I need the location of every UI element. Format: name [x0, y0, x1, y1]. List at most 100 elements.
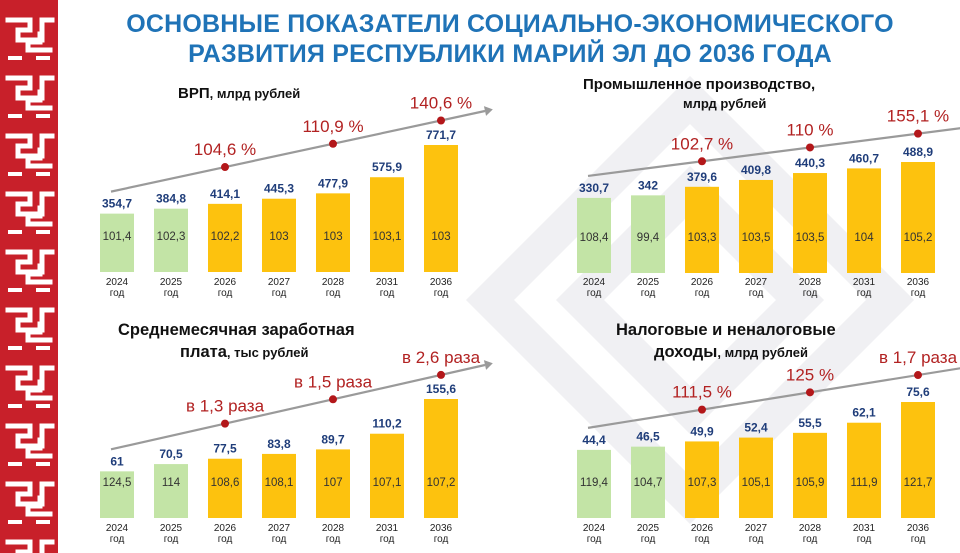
bar-index-label: 99,4 [637, 232, 660, 244]
bar-index-label: 111,9 [850, 477, 877, 489]
page-title-line-1: ОСНОВНЫЕ ПОКАЗАТЕЛИ СОЦИАЛЬНО-ЭКОНОМИЧЕС… [126, 10, 894, 38]
year-tick-label: год [164, 534, 179, 545]
growth-label: 102,7 % [671, 134, 733, 153]
bar [154, 464, 188, 518]
year-tick-label: год [164, 288, 179, 299]
bar-index-label: 103,5 [742, 232, 771, 244]
bar-value-label: 75,6 [906, 385, 930, 399]
bar-index-label: 103 [431, 231, 450, 243]
growth-arrow [587, 127, 960, 178]
bar-index-label: 119,4 [580, 477, 609, 489]
bar-index-label: 108,4 [580, 232, 609, 244]
growth-label: 110 % [787, 120, 834, 139]
growth-label: 104,6 % [194, 140, 256, 159]
year-tick-label: год [911, 534, 926, 545]
chart-3: 61124,52024год70,51142025год77,5108,6202… [100, 321, 493, 545]
year-tick-label: 2036 [430, 523, 453, 534]
bar-value-label: 575,9 [372, 160, 402, 174]
bar [577, 449, 611, 518]
chart-unit: , млрд рублей [210, 86, 301, 101]
bar-index-label: 103,3 [688, 232, 717, 244]
year-tick-label: год [749, 534, 764, 545]
bar-value-label: 379,6 [687, 170, 717, 184]
bar-index-label: 105,1 [742, 477, 771, 489]
year-tick-label: год [911, 288, 926, 299]
year-tick-label: 2027 [745, 523, 768, 534]
bar-index-label: 108,6 [211, 477, 240, 489]
chart-title: Среднемесячная заработная [118, 321, 355, 339]
year-tick-label: 2026 [691, 277, 714, 288]
growth-arrow-head [483, 360, 493, 370]
bar [793, 173, 827, 273]
chart-title-main: плата [180, 343, 228, 361]
bar-value-label: 445,3 [264, 182, 294, 196]
year-tick-label: 2028 [799, 523, 822, 534]
growth-label: 140,6 % [410, 93, 472, 112]
ornament-motif [5, 307, 55, 343]
year-tick-label: год [803, 534, 818, 545]
bar-value-label: 477,9 [318, 176, 348, 190]
bar-value-label: 70,5 [159, 447, 183, 461]
bar-index-label: 121,7 [904, 477, 933, 489]
year-tick-label: год [272, 534, 287, 545]
year-tick-label: год [110, 288, 125, 299]
year-tick-label: 2036 [907, 277, 930, 288]
bar-index-label: 107,3 [688, 477, 717, 489]
page-title-line-2: РАЗВИТИЯ РЕСПУБЛИКИ МАРИЙ ЭЛ ДО 2036 ГОД… [188, 40, 832, 68]
bar-value-label: 61 [110, 454, 124, 468]
bar [631, 446, 665, 518]
chart-4: 44,4119,42024год46,5104,72025год49,9107,… [577, 321, 960, 545]
bar [901, 402, 935, 518]
growth-label: 111,5 % [672, 383, 732, 402]
year-tick-label: год [434, 534, 449, 545]
bar [100, 471, 134, 518]
year-tick-label: 2024 [106, 523, 129, 534]
year-tick-label: 2028 [322, 277, 345, 288]
bar-index-label: 103,5 [796, 232, 825, 244]
year-tick-label: 2036 [430, 277, 453, 288]
bar [631, 195, 665, 273]
ornament-motif [5, 539, 55, 553]
bar-index-label: 103 [269, 231, 288, 243]
bar [424, 399, 458, 518]
bar-index-label: 102,3 [157, 231, 186, 243]
chart-1: 354,7101,42024год384,8102,32025год414,11… [100, 85, 493, 299]
growth-label: в 1,7 раза [879, 348, 958, 367]
bar [793, 432, 827, 518]
bar-index-label: 107 [323, 477, 342, 489]
growth-arrow [587, 367, 960, 429]
bar [901, 162, 935, 273]
bar-value-label: 89,7 [321, 432, 345, 446]
growth-label: в 2,6 раза [402, 348, 481, 367]
ornament-motif [5, 133, 55, 169]
year-tick-label: 2026 [691, 523, 714, 534]
year-tick-label: 2031 [853, 277, 876, 288]
year-tick-label: год [434, 288, 449, 299]
year-tick-label: 2026 [214, 523, 237, 534]
chart-title-line-2: доходы, млрд рублей [654, 343, 808, 361]
year-tick-label: год [380, 288, 395, 299]
bar-index-label: 104 [854, 232, 874, 244]
bar-value-label: 354,7 [102, 197, 132, 211]
bar [370, 177, 404, 272]
bar-value-label: 55,5 [798, 416, 822, 430]
growth-dot [698, 405, 706, 414]
year-tick-label: год [326, 288, 341, 299]
year-tick-label: год [110, 534, 125, 545]
bar-value-label: 155,6 [426, 382, 456, 396]
year-tick-label: год [218, 288, 233, 299]
bar [847, 168, 881, 273]
bar-index-label: 103 [323, 231, 342, 243]
year-tick-label: 2025 [160, 523, 183, 534]
bar-index-label: 114 [162, 477, 181, 489]
year-tick-label: год [695, 534, 710, 545]
bar-value-label: 330,7 [579, 181, 609, 195]
year-tick-label: 2028 [799, 277, 822, 288]
year-tick-label: 2031 [376, 523, 399, 534]
bar-value-label: 44,4 [582, 433, 606, 447]
mari-ornament-border [0, 0, 58, 553]
year-tick-label: 2027 [268, 523, 291, 534]
growth-dot [221, 419, 229, 428]
growth-dot [437, 116, 445, 125]
